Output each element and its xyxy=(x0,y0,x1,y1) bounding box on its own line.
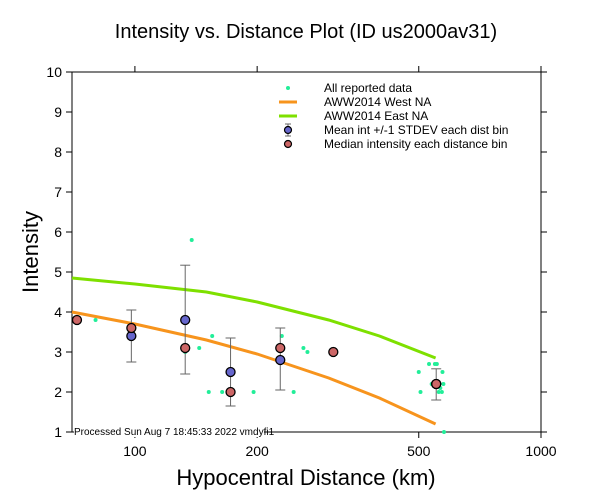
reported-data-point xyxy=(427,362,432,366)
median-bin-marker xyxy=(126,322,137,334)
mean-bin-marker xyxy=(275,354,286,366)
median-bin-marker xyxy=(431,378,442,390)
x-axis-ticks: 100 200 500 1000 xyxy=(123,66,557,459)
y-tick-label: 10 xyxy=(46,64,62,80)
y-tick-label: 3 xyxy=(54,344,62,360)
reported-data-point xyxy=(291,390,296,394)
reported-data-point xyxy=(442,430,447,434)
median-bin-marker xyxy=(328,346,339,358)
legend-label: All reported data xyxy=(324,81,412,95)
y-tick-label: 6 xyxy=(54,224,62,240)
reported-data-point xyxy=(206,390,211,394)
reported-data-point xyxy=(189,238,194,242)
x-axis-label: Hypocentral Distance (km) xyxy=(176,465,435,490)
legend-label: Median intensity each distance bin xyxy=(324,137,507,151)
x-tick-label: 500 xyxy=(407,443,431,459)
reported-data-point xyxy=(197,346,202,350)
y-tick-label: 2 xyxy=(54,384,62,400)
legend-label: AWW2014 East NA xyxy=(324,109,428,123)
reported-data-point xyxy=(416,370,421,374)
model-curves xyxy=(71,276,437,426)
y-axis-ticks: 1 2 3 4 5 6 7 8 9 10 xyxy=(46,64,547,440)
reported-data-point xyxy=(305,350,310,354)
y-tick-label: 9 xyxy=(54,104,62,120)
median-bin-marker xyxy=(275,342,286,354)
y-tick-label: 8 xyxy=(54,144,62,160)
footer-background xyxy=(74,425,264,437)
bin-markers xyxy=(71,314,442,398)
y-tick-label: 5 xyxy=(54,264,62,280)
mean-bin-marker xyxy=(180,314,191,326)
y-tick-label: 1 xyxy=(54,424,62,440)
error-bars xyxy=(126,264,442,407)
east-na-curve xyxy=(71,276,437,360)
x-tick-label: 200 xyxy=(245,443,269,459)
reported-data-point xyxy=(440,370,445,374)
legend-label: AWW2014 West NA xyxy=(324,95,431,109)
median-bin-marker xyxy=(180,342,191,354)
mean-bin-marker xyxy=(225,366,236,378)
reported-data-point xyxy=(279,334,284,338)
x-tick-label: 100 xyxy=(123,443,147,459)
reported-data-point xyxy=(441,382,446,386)
reported-data-point xyxy=(418,390,423,394)
legend-mean-marker-icon xyxy=(283,125,293,135)
legend-median-marker-icon xyxy=(283,139,293,149)
median-bin-marker xyxy=(71,314,83,326)
reported-data-point xyxy=(301,346,306,350)
legend-label: Mean int +/-1 STDEV each dist bin xyxy=(324,123,508,137)
y-axis-label: Intensity xyxy=(18,211,43,293)
plot-frame xyxy=(71,71,542,433)
x-tick-label: 1000 xyxy=(525,443,556,459)
reported-data-point xyxy=(439,390,444,394)
west-na-curve xyxy=(71,310,437,426)
median-bin-marker xyxy=(225,386,236,398)
reported-data-point xyxy=(436,390,441,394)
reported-data-point xyxy=(434,362,439,366)
legend-dot-icon xyxy=(286,86,290,90)
reported-data-point xyxy=(220,390,225,394)
reported-data-point xyxy=(251,390,256,394)
processed-footer: Processed Sun Aug 7 18:45:33 2022 vmdyfi… xyxy=(74,427,275,438)
y-tick-label: 7 xyxy=(54,184,62,200)
chart-title: Intensity vs. Distance Plot (ID us2000av… xyxy=(115,21,497,43)
y-tick-label: 4 xyxy=(54,304,62,320)
reported-data-point xyxy=(93,318,98,322)
reported-data-point xyxy=(210,334,215,338)
